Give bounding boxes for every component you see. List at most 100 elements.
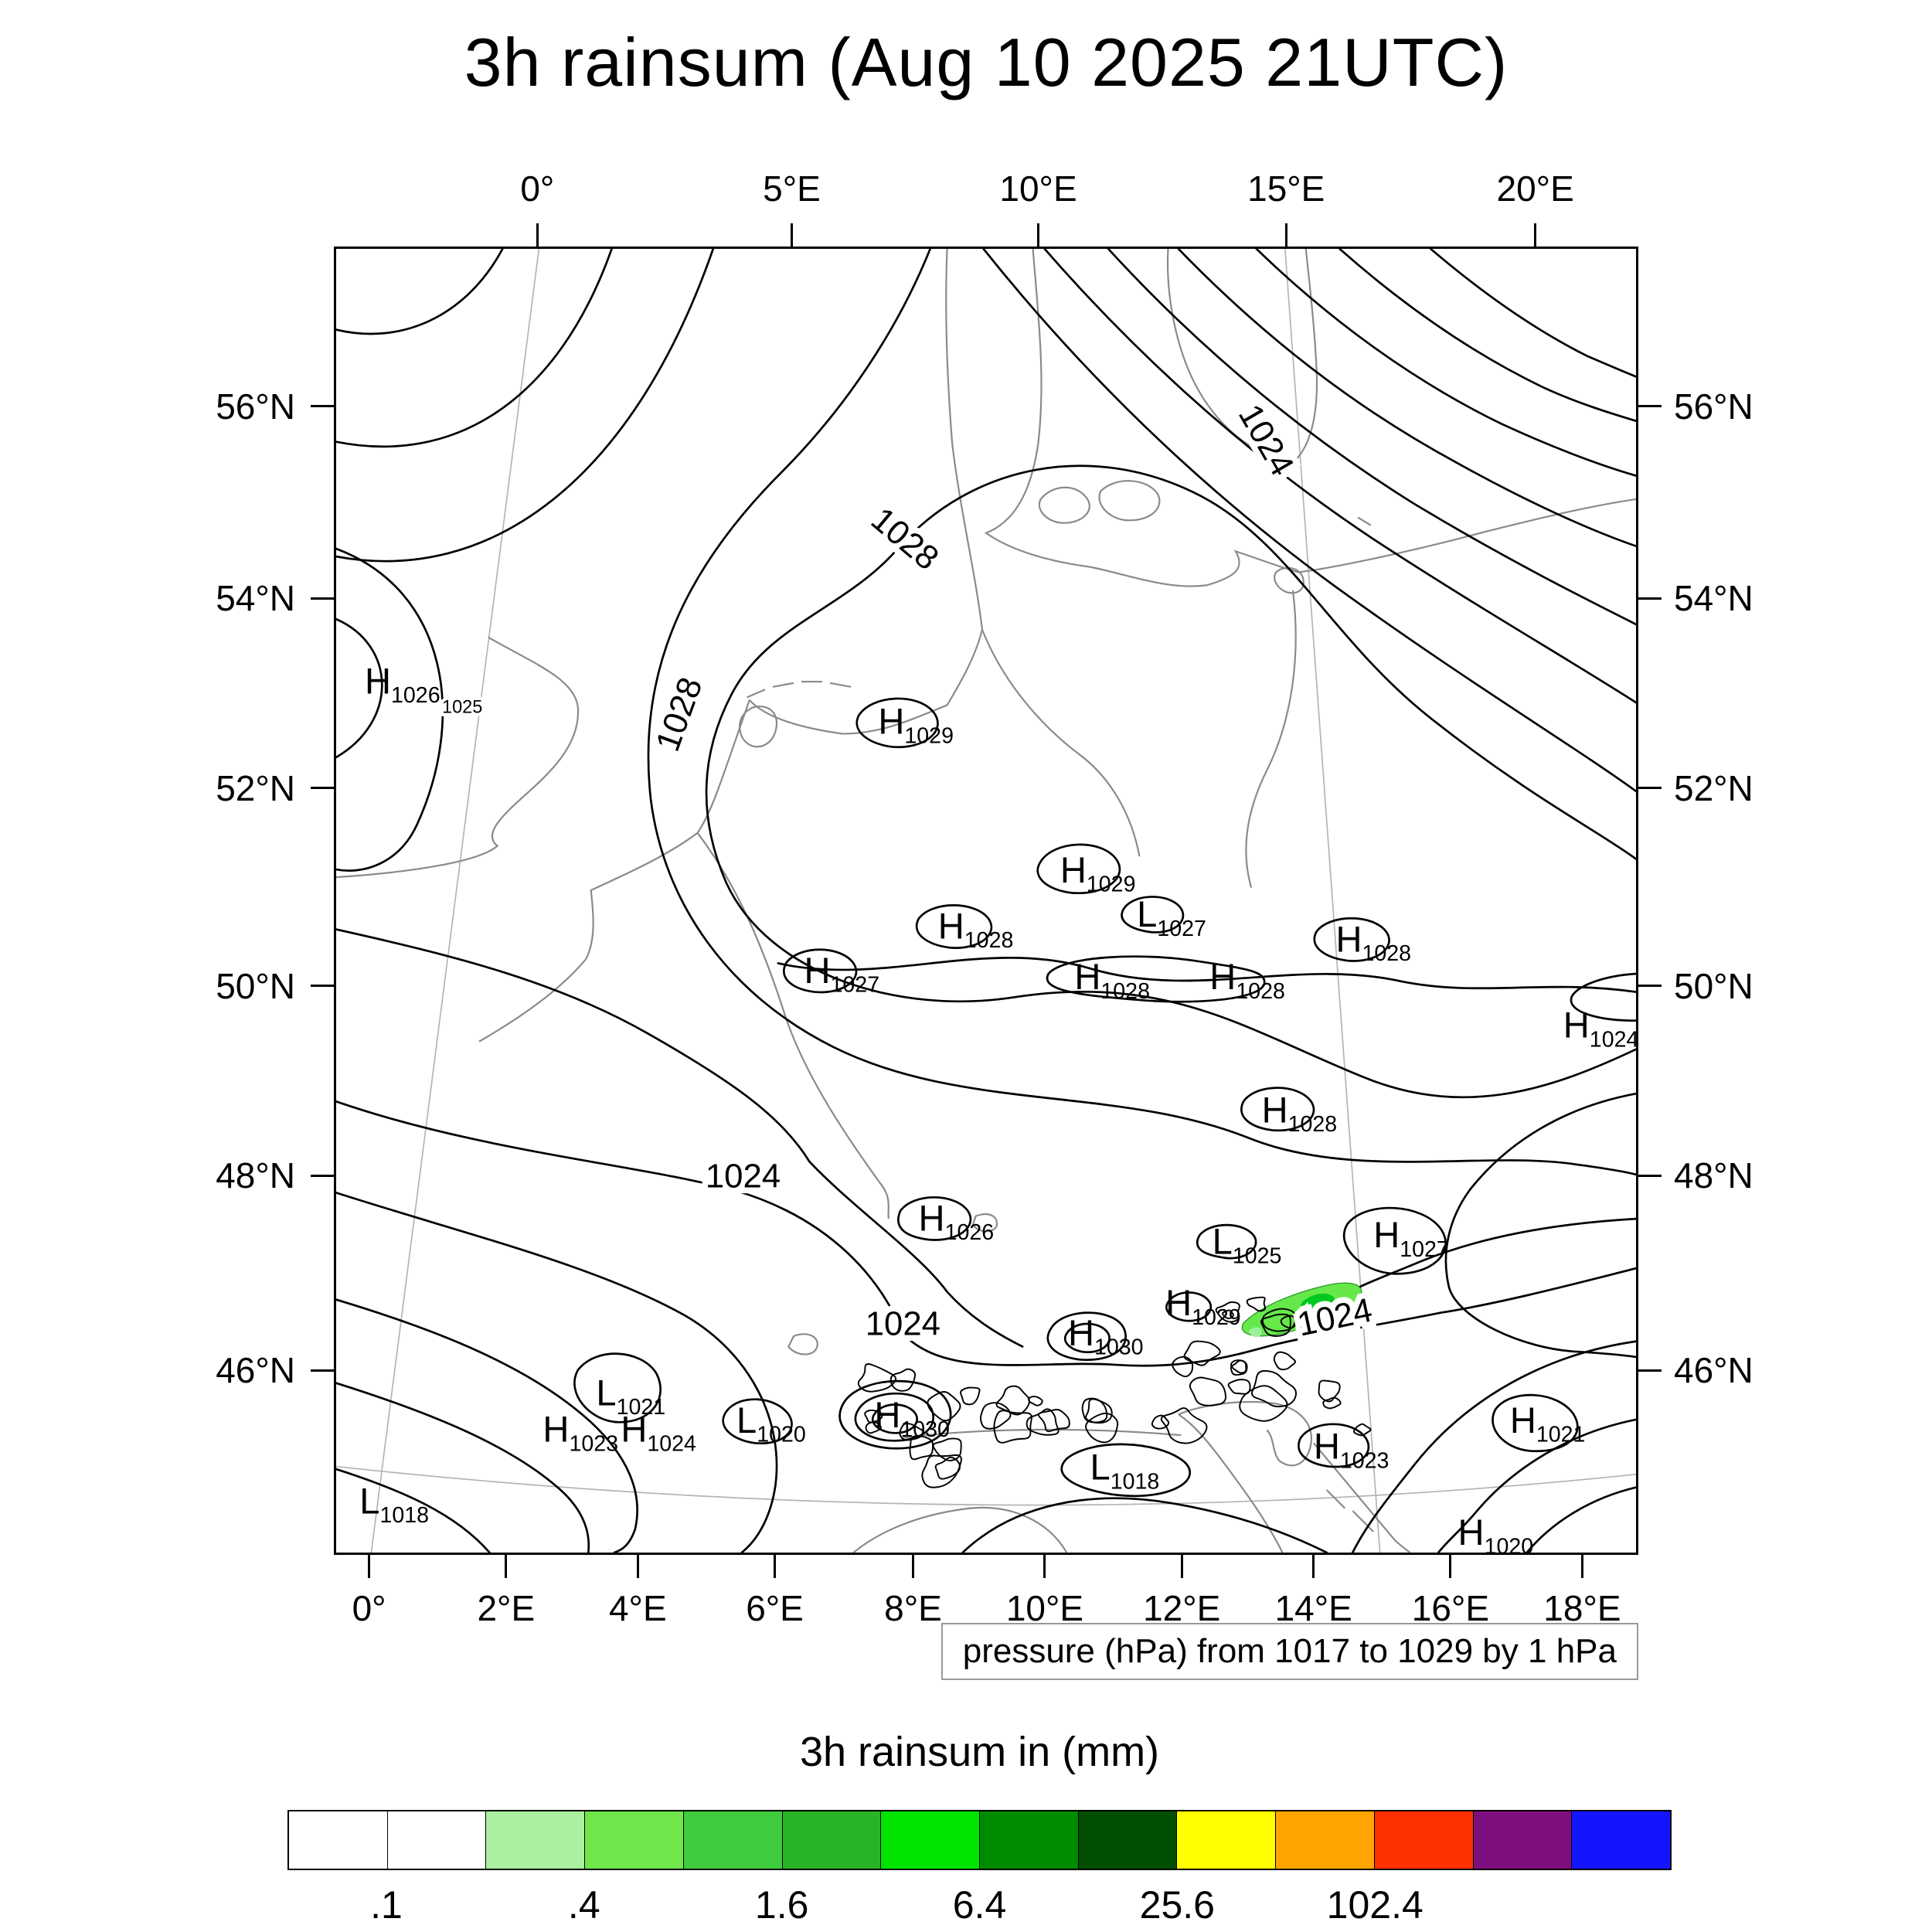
colorbar-segment-5 [781,1811,881,1869]
alpine-contour [864,1409,883,1423]
colorbar-label-1.6: 1.6 [754,1883,809,1927]
alpine-contour [865,1421,882,1434]
colorbar-segment-1 [386,1811,486,1869]
colorbar-label-102.4: 102.4 [1326,1883,1423,1927]
lat-label-left: 50°N [216,965,295,1006]
contour-label-1024: 1024 [866,1304,940,1342]
lat-label-left: 52°N [216,767,295,808]
lon-label-top: 10°E [999,168,1077,209]
colorbar-segment-7 [979,1811,1078,1869]
colorbar-label-25.6: 25.6 [1139,1883,1216,1927]
alps-dense-contours [857,1296,1372,1488]
lon-label-bottom: 14°E [1274,1588,1352,1628]
left-axis-tick [311,787,334,790]
alpine-contour [1028,1396,1043,1406]
pressure-center-h-1029: H1029 [878,701,954,749]
right-axis-tick [1638,985,1662,988]
lon-label-top: 15°E [1247,168,1325,209]
lon-label-top: 20°E [1496,168,1574,209]
pressure-center-h-1021: H1021 [1510,1400,1586,1447]
alpine-contour [993,1410,1032,1444]
pressure-center-l-1018: L1018 [1090,1446,1160,1494]
lat-label-left: 48°N [216,1155,295,1196]
lat-label-right: 50°N [1674,965,1753,1006]
alpine-contour [1151,1414,1170,1430]
pressure-center-h-1026: H1026 [919,1197,995,1245]
left-axis-tick [311,597,334,600]
bottom-axis-tick [1580,1555,1583,1578]
bottom-axis-tick [1180,1555,1183,1578]
lon-label-bottom: 10°E [1005,1588,1084,1628]
alpine-contour [857,1363,897,1393]
colorbar-segment-13 [1571,1811,1671,1869]
pressure-caption-text: pressure (hPa) from 1017 to 1029 by 1 hP… [962,1632,1617,1670]
lon-label-bottom: 4°E [608,1588,667,1628]
colorbar-segment-0 [289,1811,387,1869]
alpine-contour [1189,1376,1226,1406]
right-axis-tick [1638,787,1662,790]
contour-label-1028: 1028 [648,672,709,756]
alpine-contour [934,1456,961,1480]
alpine-contour [1322,1396,1342,1410]
alpine-contour [1160,1407,1208,1444]
pressure-center-h-1024: H1024 [621,1409,696,1457]
alpine-contour [1026,1408,1060,1436]
bottom-axis-tick [911,1555,914,1578]
alpine-contour [921,1454,962,1488]
alpine-contour [1227,1379,1251,1395]
lon-label-bottom: 18°E [1543,1588,1621,1628]
bottom-axis-tick [1449,1555,1452,1578]
pressure-center-h-1030: H1030 [1068,1312,1144,1360]
colorbar-label-6.4: 6.4 [952,1883,1007,1927]
alpine-contour [1230,1359,1248,1376]
colorbar-segment-4 [682,1811,782,1869]
colorbar-label-.4: .4 [567,1883,600,1927]
lat-label-right: 56°N [1674,386,1753,427]
pressure-center-l-1020: L1020 [736,1400,806,1447]
pressure-center-h-1029: H1029 [1060,849,1136,897]
rain-shading [1241,1282,1362,1338]
right-axis-tick [1638,1174,1662,1177]
alpine-contour [1081,1397,1108,1423]
lat-label-left: 56°N [216,386,295,427]
bottom-axis-tick [368,1555,371,1578]
graticule-lines [336,249,1636,1553]
lon-label-top: 0° [520,168,555,209]
alpine-contour [1299,1321,1317,1338]
alpine-contour [1085,1398,1113,1424]
map-frame: H1026 H1029 H1029 L1027 H1028 H1028 H1027 H1028… [334,247,1638,1555]
isobar-contours [336,249,1636,1553]
top-axis-tick [536,223,539,247]
pressure-center-l-1027: L1027 [1137,893,1206,941]
pressure-center-h-1028: H1028 [1335,918,1411,966]
lon-label-bottom: 0° [352,1588,386,1628]
alpine-contour [927,1391,961,1422]
left-axis-tick [311,985,334,988]
bottom-axis-tick [636,1555,639,1578]
alpine-contour [995,1385,1030,1416]
pressure-center-l-1018: L1018 [359,1480,429,1528]
plot-title: 3h rainsum (Aug 10 2025 21UTC) [464,24,1509,100]
alpine-contour [1318,1379,1341,1403]
lat-label-right: 48°N [1674,1155,1753,1196]
pressure-center-h-1023: H1023 [1314,1425,1389,1473]
alpine-contour [1246,1296,1267,1312]
colorbar [287,1810,1672,1870]
alpine-contour [1239,1385,1288,1422]
lat-label-left: 46°N [216,1350,295,1391]
alpine-contour [980,1402,1012,1430]
colorbar-title: 3h rainsum in (mm) [799,1729,1160,1775]
pressure-center-l-1021: L1021 [596,1372,665,1420]
bottom-axis-tick [774,1555,777,1578]
lat-label-right: 52°N [1674,767,1753,808]
pressure-center-h-1029: H1029 [1165,1282,1241,1330]
top-axis-tick [1037,223,1040,247]
pressure-caption: pressure (hPa) from 1017 to 1029 by 1 hP… [940,1623,1638,1680]
coastlines [336,249,1636,1553]
contour-label-1028: 1028 [864,500,946,577]
alpine-contour [889,1368,917,1392]
lon-label-bottom: 8°E [884,1588,942,1628]
